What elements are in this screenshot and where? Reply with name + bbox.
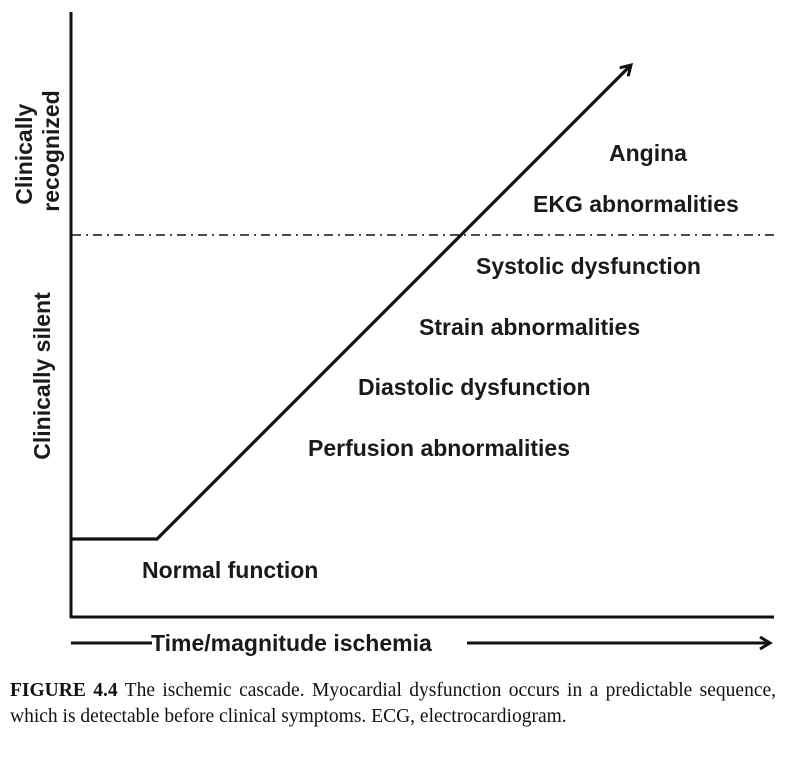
stage-label-strain-abnormalities: Strain abnormalities (419, 314, 640, 340)
x-axis-label: Time/magnitude ischemia (151, 630, 432, 656)
caption-text: The ischemic cascade. Myocardial dysfunc… (10, 680, 776, 727)
stage-label-systolic-dysfunction: Systolic dysfunction (476, 253, 701, 279)
stage-label-normal-function: Normal function (142, 557, 318, 583)
caption-label: FIGURE 4.4 (10, 680, 118, 701)
y-zone-upper-line-2: recognized (38, 90, 64, 211)
stage-label-angina: Angina (609, 140, 687, 166)
y-zone-lower-label: Clinically silent (29, 292, 55, 460)
figure-caption: FIGURE 4.4 The ischemic cascade. Myocard… (10, 678, 776, 730)
y-zone-upper-line-1: Clinically (11, 103, 37, 204)
ischemic-cascade-diagram: Clinically recognized Clinically silent … (11, 12, 776, 656)
stage-label-diastolic-dysfunction: Diastolic dysfunction (358, 374, 591, 400)
cascade-line (72, 65, 631, 541)
stage-label-ekg-abnormalities: EKG abnormalities (533, 191, 739, 217)
y-zone-upper-label: Clinically recognized (11, 90, 64, 211)
stage-label-perfusion-abnormalities: Perfusion abnormalities (308, 435, 570, 461)
